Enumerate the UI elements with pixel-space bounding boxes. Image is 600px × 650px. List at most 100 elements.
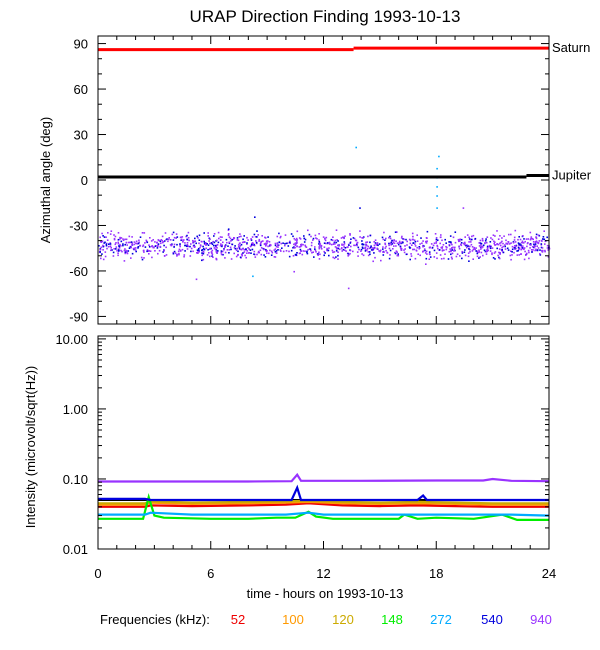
azimuth-point	[382, 246, 384, 248]
azimuth-point	[517, 238, 519, 241]
azimuth-point	[382, 238, 385, 241]
azimuth-panel: Saturn Jupiter 90 60 30 0 -30 -60 -90 Azimuthal …	[38, 35, 592, 325]
azimuth-point	[485, 241, 488, 244]
azimuth-point	[100, 257, 102, 260]
azimuth-point	[485, 253, 488, 255]
azimuth-point	[440, 246, 442, 249]
azimuth-point	[210, 251, 213, 253]
azimuth-point	[381, 236, 384, 239]
azimuth-point	[389, 249, 392, 252]
azimuth-point	[125, 238, 128, 241]
azimuth-point	[338, 248, 341, 251]
azimuth-point	[298, 237, 301, 239]
azimuth-point	[498, 248, 501, 250]
azimuth-point	[148, 250, 150, 252]
azimuth-point	[439, 236, 442, 239]
azimuth-point	[527, 238, 530, 240]
azimuth-point	[224, 251, 227, 254]
azimuth-point	[400, 247, 402, 250]
azimuth-point	[482, 254, 484, 257]
azimuth-point	[520, 244, 522, 246]
azimuth-point	[143, 257, 145, 259]
azimuth-point	[209, 242, 211, 245]
azimuth-point	[304, 245, 307, 248]
azimuth-point	[499, 235, 501, 237]
azimuth-point	[421, 242, 423, 244]
azimuth-point	[223, 248, 225, 251]
azimuth-point	[294, 244, 297, 246]
azimuth-point	[120, 237, 123, 239]
azimuth-point	[198, 234, 201, 237]
azimuth-point	[135, 250, 137, 253]
azimuth-point	[253, 233, 256, 236]
azimuth-point	[428, 251, 431, 253]
azimuth-point	[496, 230, 498, 232]
azimuth-point	[182, 240, 184, 242]
azimuth-point	[419, 247, 421, 249]
azimuth-point	[179, 250, 182, 252]
azimuth-point	[374, 256, 376, 259]
azimuth-point	[105, 244, 108, 247]
azimuth-point	[534, 241, 537, 243]
azimuth-point	[296, 230, 299, 233]
azimuth-point	[320, 248, 323, 250]
azimuth-point	[517, 249, 519, 252]
azimuth-point	[345, 250, 347, 252]
azimuth-point	[546, 244, 549, 247]
azimuth-point	[194, 237, 196, 240]
azimuth-point	[499, 253, 501, 255]
azimuth-point	[296, 245, 298, 247]
azimuth-point	[136, 243, 139, 245]
azimuth-point	[294, 242, 296, 245]
azimuth-point	[140, 256, 143, 259]
azimuth-point	[494, 244, 496, 246]
azimuth-point	[378, 250, 380, 252]
azimuth-point	[475, 247, 477, 249]
azimuth-point	[442, 244, 445, 246]
azimuth-point	[246, 252, 248, 254]
azimuth-plot-frame	[97, 35, 550, 325]
azimuth-point	[124, 248, 126, 250]
azimuth-point	[530, 236, 533, 238]
chart-title: URAP Direction Finding 1993-10-13	[190, 7, 461, 26]
azimuth-point	[242, 247, 245, 250]
azimuth-point	[163, 244, 165, 247]
azimuth-point	[320, 245, 323, 247]
azimuth-point	[479, 239, 482, 242]
azimuth-point	[535, 233, 538, 236]
azimuth-point	[403, 249, 405, 251]
azimuth-point	[289, 240, 291, 243]
azimuth-point	[188, 239, 190, 242]
azimuth-point	[513, 246, 515, 249]
azimuth-outlier-point	[436, 167, 438, 170]
azimuth-point	[464, 249, 466, 251]
azimuth-point	[543, 230, 545, 232]
azimuth-point	[519, 238, 522, 241]
azimuth-point	[357, 246, 360, 249]
azimuth-point	[117, 242, 120, 245]
azimuth-point	[431, 246, 434, 249]
azimuth-point	[245, 248, 247, 250]
azimuth-point	[306, 251, 308, 254]
azimuth-point	[99, 236, 101, 239]
azimuth-point	[258, 238, 261, 241]
time-xlabel: time - hours on 1993-10-13	[247, 586, 404, 601]
azimuth-point	[211, 253, 214, 256]
azimuth-point	[473, 248, 475, 250]
azimuth-point	[343, 241, 346, 243]
azimuth-point	[384, 243, 387, 246]
azimuth-point	[126, 250, 128, 252]
azimuth-point	[527, 249, 530, 252]
azimuth-point	[254, 256, 257, 258]
azimuth-point	[124, 243, 126, 246]
azimuth-point	[167, 238, 170, 241]
azimuth-point	[449, 235, 452, 237]
azimuth-point	[122, 244, 124, 247]
azimuth-point	[314, 249, 317, 252]
azimuth-point	[166, 238, 168, 240]
azimuth-point	[209, 238, 211, 240]
azimuth-point	[222, 241, 224, 244]
azimuth-point	[314, 234, 317, 237]
azimuth-tick-label: 90	[74, 37, 88, 52]
azimuth-point	[238, 248, 241, 250]
